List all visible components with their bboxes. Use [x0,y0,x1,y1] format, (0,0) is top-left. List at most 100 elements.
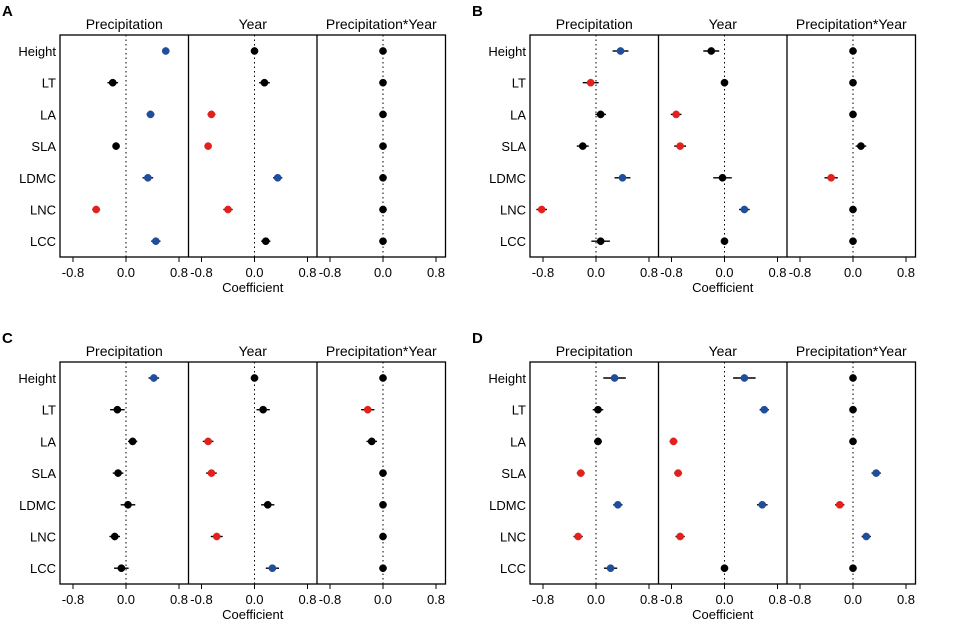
x-tick-label: -0.8 [62,592,84,607]
x-tick-label: 0.0 [844,265,862,280]
coefficient-point [113,405,122,414]
coefficient-point [379,469,387,477]
x-tick-label: -0.8 [532,592,554,607]
trait-label-lcc: LCC [30,561,56,576]
coefficient-point [207,110,216,119]
plot-frame [59,34,447,258]
coefficient-point [379,500,387,509]
x-tick-label: 0.8 [897,265,915,280]
x-tick-label: -0.8 [660,592,682,607]
coefficient-point [849,47,857,55]
coefficient-point [207,469,216,477]
coefficient-point [616,47,625,55]
x-tick-label: 0.8 [768,592,786,607]
x-axis-title: Coefficient [222,280,284,295]
coefficient-point [672,110,680,119]
coefficient-point [204,437,212,446]
coefficient-point [872,469,881,477]
trait-label-la: LA [40,434,56,449]
coefficient-point [110,532,119,541]
coefficient-point [578,142,587,150]
trait-label-sla: SLA [501,139,526,154]
coefficient-point [273,173,282,182]
coefficient-point [224,205,232,214]
x-tick-label: 0.0 [245,592,263,607]
x-tick-label: 0.8 [298,592,316,607]
trait-label-sla: SLA [31,139,56,154]
coefficient-point [586,78,595,87]
coefficient-point [596,237,605,246]
coefficient-point [261,237,270,246]
trait-label-lnc: LNC [30,530,56,545]
subpanel-title-2: Precipitation*Year [796,343,907,359]
trait-label-lcc: LCC [500,234,526,249]
x-tick-label: 0.0 [374,265,392,280]
subpanel-title-1: Year [709,343,738,359]
x-tick-label: -0.8 [319,265,341,280]
trait-label-height: Height [18,371,56,386]
x-tick-label: 0.8 [640,592,658,607]
x-tick-label: -0.8 [190,592,212,607]
coefficient-point [740,374,749,382]
coefficient-point [379,564,387,573]
x-axis-title: Coefficient [692,280,754,295]
coefficient-point [144,173,152,182]
trait-label-la: LA [40,107,56,122]
coefficient-point [618,173,627,182]
coefficient-point [610,374,619,382]
trait-label-ldmc: LDMC [19,171,56,186]
x-tick-label: 0.0 [715,592,733,607]
coefficient-point [250,47,259,55]
coefficient-point [379,532,387,541]
plot-frame [59,361,447,585]
x-tick-label: 0.8 [427,265,445,280]
subpanel-title-1: Year [709,16,738,32]
x-axis-title: Coefficient [222,607,284,622]
trait-label-height: Height [488,44,526,59]
x-tick-label: -0.8 [789,592,811,607]
subpanel-title-2: Precipitation*Year [326,343,437,359]
subpanel-title-2: Precipitation*Year [326,16,437,32]
coefficient-point [740,205,749,214]
panel-b: B Height LT LA SLA LDMC LNC LCC Precipitation -0.… [472,3,917,295]
x-tick-label: -0.8 [789,265,811,280]
x-tick-label: 0.8 [170,265,188,280]
x-tick-label: 0.0 [715,265,733,280]
trait-label-lnc: LNC [500,530,526,545]
coefficient-point [676,142,684,150]
x-tick-label: 0.0 [117,265,135,280]
coefficient-point [124,500,132,509]
coefficient-point [151,237,160,246]
coefficient-point [212,532,221,541]
trait-label-ldmc: LDMC [489,498,526,513]
coefficient-point [161,47,170,55]
coefficient-point [849,564,857,573]
coefficient-point [669,437,678,446]
trait-label-lnc: LNC [500,203,526,218]
coefficient-point [827,173,835,182]
coefficient-point [720,78,729,87]
trait-label-la: LA [510,434,526,449]
x-tick-label: -0.8 [62,265,84,280]
subpanel-title-0: Precipitation [556,343,633,359]
panel-label: D [472,330,483,347]
coefficient-point [760,405,769,414]
subpanel-title-1: Year [239,16,268,32]
x-tick-label: 0.8 [640,265,658,280]
coefficient-point [128,437,137,446]
coefficient-point [849,405,857,414]
trait-label-ldmc: LDMC [489,171,526,186]
x-tick-label: 0.8 [768,265,786,280]
coefficient-point [367,437,376,446]
coefficient-point [718,173,727,182]
coefficient-point [720,564,729,573]
coefficient-point [117,564,126,573]
coefficient-point [849,110,857,119]
coefficient-point [674,469,682,477]
coefficient-point [363,405,372,414]
x-tick-label: -0.8 [660,265,682,280]
coefficient-point [379,110,387,119]
coefficient-point [204,142,212,150]
trait-label-la: LA [510,107,526,122]
coefficient-point [576,469,585,477]
